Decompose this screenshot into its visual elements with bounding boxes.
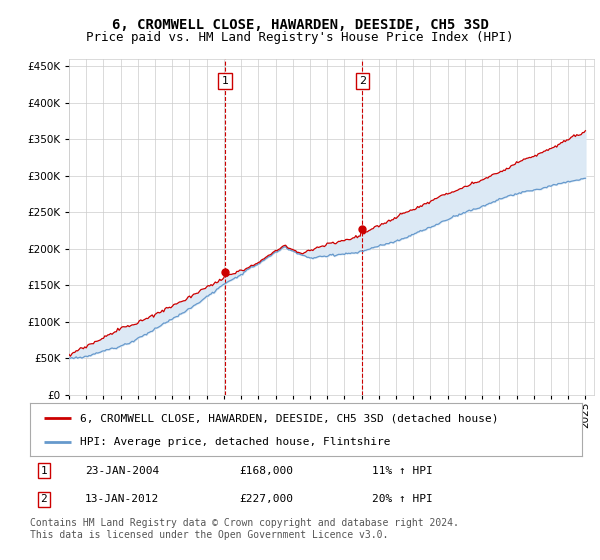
Text: 20% ↑ HPI: 20% ↑ HPI: [372, 494, 433, 504]
Text: 6, CROMWELL CLOSE, HAWARDEN, DEESIDE, CH5 3SD: 6, CROMWELL CLOSE, HAWARDEN, DEESIDE, CH…: [112, 18, 488, 32]
Text: 13-JAN-2012: 13-JAN-2012: [85, 494, 160, 504]
Text: Contains HM Land Registry data © Crown copyright and database right 2024.
This d: Contains HM Land Registry data © Crown c…: [30, 518, 459, 540]
Text: 2: 2: [359, 76, 366, 86]
Text: 11% ↑ HPI: 11% ↑ HPI: [372, 466, 433, 476]
Text: 23-JAN-2004: 23-JAN-2004: [85, 466, 160, 476]
Text: 2: 2: [40, 494, 47, 504]
Text: 1: 1: [221, 76, 229, 86]
Text: £168,000: £168,000: [240, 466, 294, 476]
Text: 1: 1: [40, 466, 47, 476]
Text: Price paid vs. HM Land Registry's House Price Index (HPI): Price paid vs. HM Land Registry's House …: [86, 31, 514, 44]
Text: £227,000: £227,000: [240, 494, 294, 504]
Text: 6, CROMWELL CLOSE, HAWARDEN, DEESIDE, CH5 3SD (detached house): 6, CROMWELL CLOSE, HAWARDEN, DEESIDE, CH…: [80, 413, 498, 423]
Text: HPI: Average price, detached house, Flintshire: HPI: Average price, detached house, Flin…: [80, 436, 390, 446]
